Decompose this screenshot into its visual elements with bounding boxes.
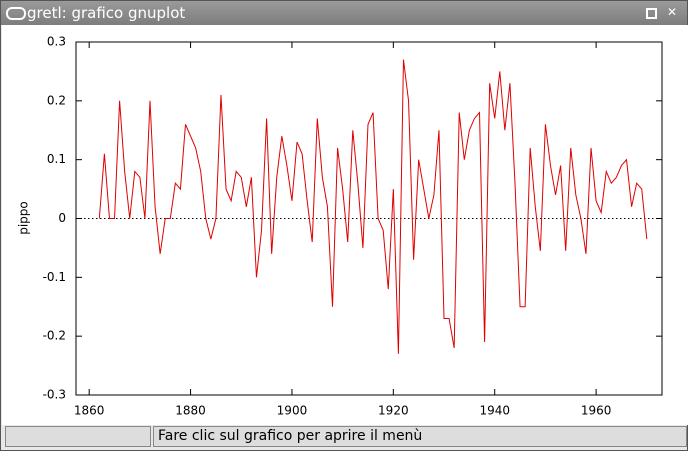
y-tick-label: -0.3 — [43, 388, 66, 402]
window-title: gretl: grafico gnuplot — [27, 4, 186, 22]
y-tick-label: 0.3 — [47, 35, 66, 49]
x-tick-label: 1880 — [175, 404, 206, 418]
x-tick-label: 1960 — [581, 404, 612, 418]
x-tick-label: 1940 — [479, 404, 510, 418]
y-tick-label: 0 — [58, 211, 66, 225]
y-axis-label: pippo — [17, 201, 31, 235]
plot-background — [2, 25, 688, 425]
y-tick-label: -0.2 — [43, 329, 66, 343]
y-tick-label: 0.2 — [47, 93, 66, 107]
status-message: Fare clic sul grafico per aprire il menù — [153, 426, 687, 447]
close-button[interactable]: ✕ — [667, 5, 678, 19]
window-icon[interactable] — [6, 7, 26, 20]
chart[interactable]: pippo -0.3 -0.2 -0.1 0 0.1 0.2 0.3 1860 1880 1900… — [2, 25, 688, 425]
y-tick-label: -0.1 — [43, 270, 66, 284]
y-tick-label: 0.1 — [47, 152, 66, 166]
x-tick-label: 1920 — [378, 404, 409, 418]
x-tick-label: 1860 — [74, 404, 105, 418]
data-line — [98, 59, 648, 354]
title-bar: gretl: grafico gnuplot ✕ — [1, 1, 687, 25]
x-tick-label: 1900 — [277, 404, 308, 418]
status-box — [5, 426, 151, 447]
status-bar: Fare clic sul grafico per aprire il menù — [3, 425, 687, 447]
maximize-button[interactable] — [646, 8, 657, 19]
